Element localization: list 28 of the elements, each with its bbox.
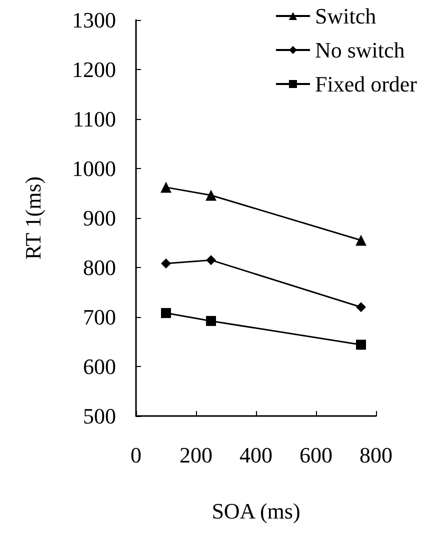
x-tick-label: 0: [130, 442, 142, 468]
y-tick-label: 800: [83, 255, 116, 280]
point: [356, 302, 366, 312]
y-tick-label: 1200: [72, 57, 116, 82]
point: [161, 258, 171, 269]
point: [356, 234, 366, 246]
x-tick-label: 200: [180, 442, 212, 468]
y-tick-label: 500: [83, 404, 116, 428]
legend-label: No switch: [314, 38, 405, 62]
legend-label: Switch: [314, 4, 376, 28]
y-tick-label: 1100: [72, 106, 116, 132]
x-tick-label: 400: [240, 442, 272, 468]
y-tick-label: 600: [83, 354, 116, 379]
point: [161, 308, 171, 318]
point: [206, 316, 216, 326]
point: [160, 182, 172, 193]
y-tick-label: 900: [83, 206, 116, 230]
y-axis-title: RT 1(ms): [20, 176, 46, 260]
y-tick-label: 700: [83, 304, 116, 330]
x-tick-label: 800: [360, 442, 392, 468]
y-tick-label: 1000: [72, 156, 116, 181]
x-tick-label: 600: [300, 442, 332, 468]
legend-label: Fixed order: [314, 72, 418, 96]
point: [206, 255, 216, 266]
y-tick-label: 1300: [72, 8, 116, 32]
x-axis-title: SOA (ms): [212, 498, 300, 524]
point: [356, 340, 366, 350]
point: [206, 190, 216, 201]
